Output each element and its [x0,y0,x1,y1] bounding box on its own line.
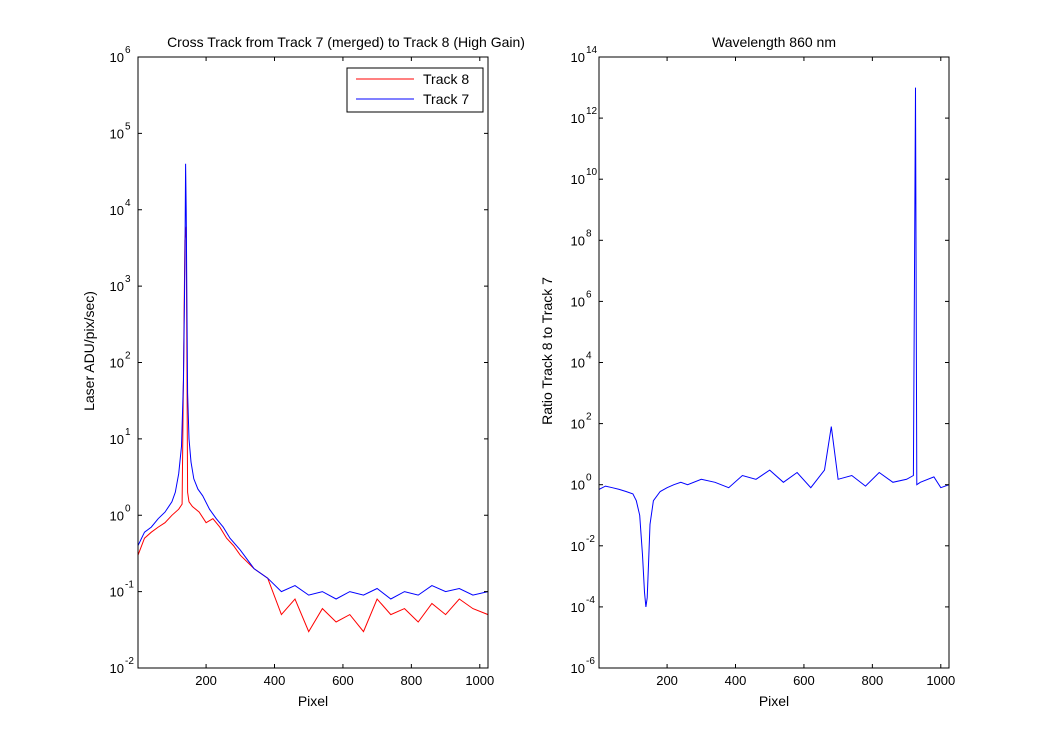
legend-label-track-7: Track 7 [423,91,469,107]
y-tick-exponent: 6 [586,289,592,300]
y-tick-exponent: 8 [586,228,592,239]
y-tick-label: 10 [571,661,585,676]
y-tick-label: 10 [571,111,585,126]
y-tick-exponent: 6 [125,45,131,56]
chart-right-ylabel: Ratio Track 8 to Track 7 [539,277,555,425]
axes-frame-left [137,56,489,669]
y-tick-label: 10 [110,432,124,447]
y-tick-exponent: 1 [125,427,131,438]
x-tick-label: 200 [195,673,217,688]
y-tick-label: 10 [110,585,124,600]
y-tick-label: 10 [110,356,124,371]
y-tick-exponent: 4 [586,351,592,362]
x-tick-label: 800 [862,673,884,688]
chart-right-title: Wavelength 860 nm [712,34,836,50]
legend-label-track-8: Track 8 [423,71,469,87]
y-tick-exponent: 2 [586,412,592,423]
y-tick-exponent: 14 [586,45,598,56]
x-tick-label: 400 [264,673,286,688]
x-tick-label: 600 [793,673,815,688]
series-line-0-1 [138,163,488,600]
y-tick-label: 10 [110,661,124,676]
y-tick-exponent: -2 [125,656,134,667]
plot-lines-left [138,163,488,633]
legend: Track 8 Track 7 [346,67,484,113]
y-tick-exponent: -2 [586,534,595,545]
chart-right-xlabel: Pixel [759,693,789,709]
y-tick-exponent: 10 [586,167,598,178]
x-tick-label: 800 [401,673,423,688]
y-tick-label: 10 [110,203,124,218]
y-tick-label: 10 [571,478,585,493]
y-tick-exponent: 5 [125,121,131,132]
chart-left-title: Cross Track from Track 7 (merged) to Tra… [167,34,525,50]
x-tick-label: 200 [656,673,678,688]
axes-frame-right [598,56,950,669]
y-tick-exponent: 2 [125,351,131,362]
y-tick-exponent: -1 [125,580,134,591]
y-tick-exponent: 0 [586,473,592,484]
plot-lines-right [599,87,949,607]
y-tick-label: 10 [110,126,124,141]
y-tick-label: 10 [110,50,124,65]
series-line-0-0 [138,226,488,633]
x-tick-label: 1000 [926,673,955,688]
x-tick-label: 1000 [465,673,494,688]
legend-box [346,67,484,113]
y-tick-exponent: -4 [586,595,595,606]
chart-left-xlabel: Pixel [298,693,328,709]
y-tick-label: 10 [571,233,585,248]
y-tick-exponent: 0 [125,503,131,514]
y-tick-label: 10 [110,508,124,523]
y-tick-exponent: 4 [125,198,131,209]
x-tick-label: 600 [332,673,354,688]
x-tick-label: 400 [725,673,747,688]
y-tick-label: 10 [110,279,124,294]
y-tick-exponent: 12 [586,106,598,117]
series-line-1-0 [599,87,949,607]
y-tick-label: 10 [571,539,585,554]
y-tick-label: 10 [571,417,585,432]
y-tick-label: 10 [571,356,585,371]
y-tick-exponent: -6 [586,656,595,667]
chart-left-ylabel: Laser ADU/pix/sec) [81,291,97,411]
y-tick-label: 10 [571,294,585,309]
y-tick-label: 10 [571,600,585,615]
y-tick-label: 10 [571,50,585,65]
y-tick-exponent: 3 [125,274,131,285]
y-tick-label: 10 [571,172,585,187]
